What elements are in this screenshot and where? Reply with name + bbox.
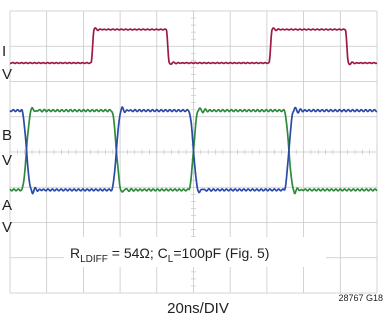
channel-label-i: I <box>2 43 6 60</box>
annotation-text: RLDIFF = 54Ω; CL=100pF (Fig. 5) <box>70 245 269 265</box>
trace-i <box>9 27 378 66</box>
figure-id: 28767 G18 <box>338 293 383 303</box>
channel-label-b: B <box>2 127 12 144</box>
annotation-box <box>64 237 326 267</box>
channel-scale-b: V <box>2 152 12 169</box>
graticule <box>9 10 378 294</box>
channel-scale-a: V <box>2 219 12 236</box>
x-axis-label: 20ns/DIV <box>167 300 229 317</box>
trace-b <box>9 106 378 195</box>
channel-label-a: A <box>2 197 12 214</box>
channel-scale-i: V <box>2 66 12 83</box>
trace-layer <box>9 27 378 195</box>
